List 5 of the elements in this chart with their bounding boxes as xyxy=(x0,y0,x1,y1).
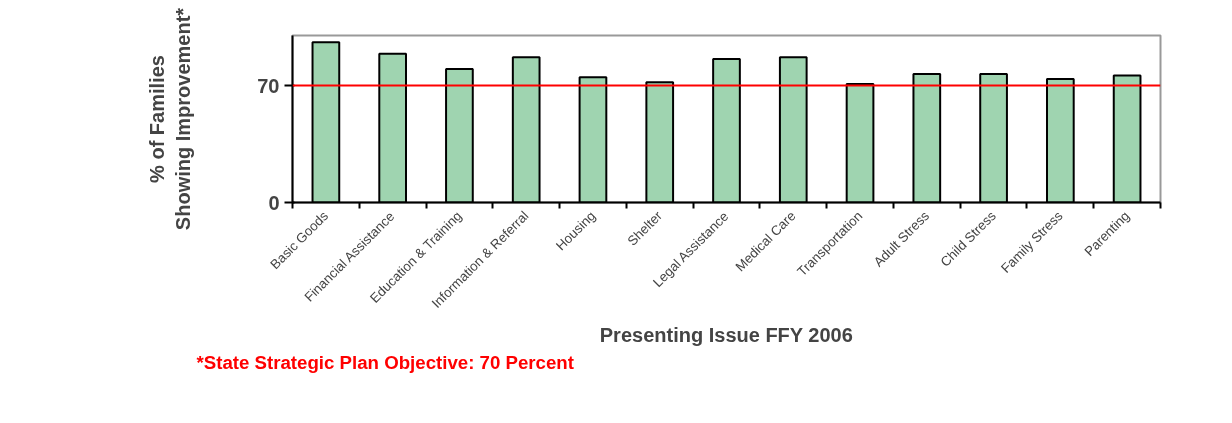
y-tick-label: 70 xyxy=(257,74,280,97)
text: *State Strategic Plan Objective: 70 Percent xyxy=(196,351,574,373)
x-axis-title: Presenting Issue FFY 2006 xyxy=(599,324,853,347)
y-tick-label: 0 xyxy=(268,191,280,214)
y-axis-title: % of Families Showing Improvement* xyxy=(145,7,195,231)
